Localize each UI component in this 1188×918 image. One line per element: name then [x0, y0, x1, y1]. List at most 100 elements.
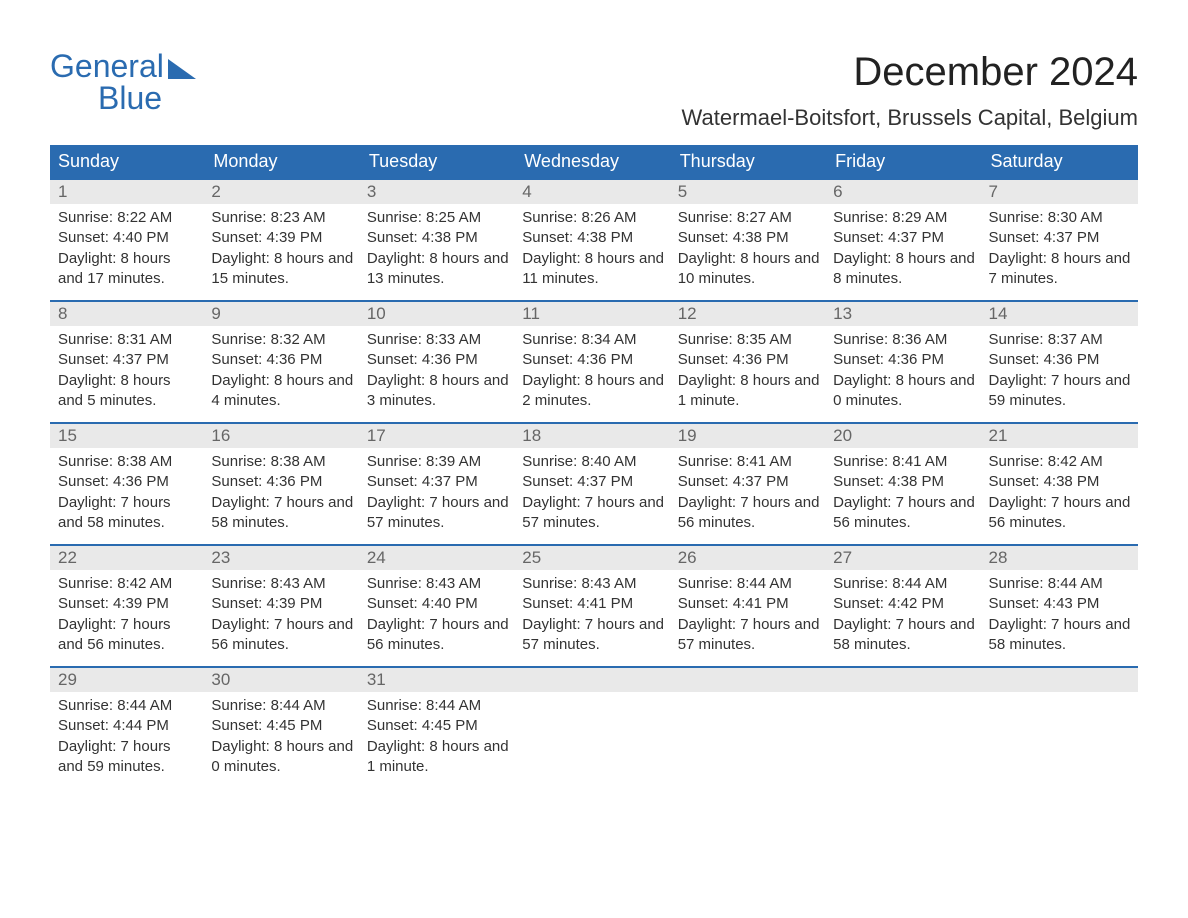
brand-line1: General	[50, 50, 164, 82]
day-number: 14	[983, 302, 1138, 326]
day-number: 23	[205, 546, 360, 570]
sunrise-line: Sunrise: 8:35 AM	[678, 330, 821, 350]
calendar-cell: 24Sunrise: 8:43 AMSunset: 4:40 PMDayligh…	[361, 545, 516, 667]
day-body: Sunrise: 8:38 AMSunset: 4:36 PMDaylight:…	[50, 448, 205, 539]
weekday-header: Sunday	[50, 145, 205, 179]
sunrise-line: Sunrise: 8:43 AM	[211, 574, 354, 594]
day-body: Sunrise: 8:39 AMSunset: 4:37 PMDaylight:…	[361, 448, 516, 539]
sunset-line: Sunset: 4:38 PM	[522, 228, 665, 248]
calendar-cell: 28Sunrise: 8:44 AMSunset: 4:43 PMDayligh…	[983, 545, 1138, 667]
day-body: Sunrise: 8:37 AMSunset: 4:36 PMDaylight:…	[983, 326, 1138, 417]
sunrise-line: Sunrise: 8:44 AM	[678, 574, 821, 594]
sunrise-line: Sunrise: 8:39 AM	[367, 452, 510, 472]
day-number: 31	[361, 668, 516, 692]
brand-line2: Blue	[98, 82, 196, 114]
day-body: Sunrise: 8:22 AMSunset: 4:40 PMDaylight:…	[50, 204, 205, 295]
calendar-cell: 4Sunrise: 8:26 AMSunset: 4:38 PMDaylight…	[516, 179, 671, 301]
day-body: Sunrise: 8:27 AMSunset: 4:38 PMDaylight:…	[672, 204, 827, 295]
day-body: Sunrise: 8:43 AMSunset: 4:41 PMDaylight:…	[516, 570, 671, 661]
weekday-header: Saturday	[983, 145, 1138, 179]
sunset-line: Sunset: 4:40 PM	[58, 228, 199, 248]
calendar-cell: 29Sunrise: 8:44 AMSunset: 4:44 PMDayligh…	[50, 667, 205, 789]
day-number	[827, 668, 982, 692]
calendar-cell: 30Sunrise: 8:44 AMSunset: 4:45 PMDayligh…	[205, 667, 360, 789]
day-number: 3	[361, 180, 516, 204]
day-number	[672, 668, 827, 692]
sunset-line: Sunset: 4:38 PM	[678, 228, 821, 248]
day-body: Sunrise: 8:30 AMSunset: 4:37 PMDaylight:…	[983, 204, 1138, 295]
calendar-cell: 11Sunrise: 8:34 AMSunset: 4:36 PMDayligh…	[516, 301, 671, 423]
day-body: Sunrise: 8:40 AMSunset: 4:37 PMDaylight:…	[516, 448, 671, 539]
sunset-line: Sunset: 4:43 PM	[989, 594, 1132, 614]
daylight-line: Daylight: 7 hours and 56 minutes.	[58, 615, 199, 656]
sunset-line: Sunset: 4:36 PM	[522, 350, 665, 370]
sunset-line: Sunset: 4:36 PM	[367, 350, 510, 370]
day-number: 10	[361, 302, 516, 326]
day-number: 4	[516, 180, 671, 204]
calendar-table: SundayMondayTuesdayWednesdayThursdayFrid…	[50, 145, 1138, 789]
sunrise-line: Sunrise: 8:29 AM	[833, 208, 976, 228]
sunset-line: Sunset: 4:37 PM	[58, 350, 199, 370]
daylight-line: Daylight: 7 hours and 57 minutes.	[367, 493, 510, 534]
day-number: 1	[50, 180, 205, 204]
sunrise-line: Sunrise: 8:26 AM	[522, 208, 665, 228]
day-body: Sunrise: 8:29 AMSunset: 4:37 PMDaylight:…	[827, 204, 982, 295]
day-body: Sunrise: 8:44 AMSunset: 4:42 PMDaylight:…	[827, 570, 982, 661]
sunrise-line: Sunrise: 8:33 AM	[367, 330, 510, 350]
sunrise-line: Sunrise: 8:22 AM	[58, 208, 199, 228]
day-body: Sunrise: 8:44 AMSunset: 4:45 PMDaylight:…	[205, 692, 360, 783]
sunset-line: Sunset: 4:36 PM	[211, 472, 354, 492]
location-subtitle: Watermael-Boitsfort, Brussels Capital, B…	[682, 105, 1138, 131]
day-body: Sunrise: 8:41 AMSunset: 4:37 PMDaylight:…	[672, 448, 827, 539]
brand-triangle-icon	[168, 59, 196, 79]
day-number: 22	[50, 546, 205, 570]
day-number: 7	[983, 180, 1138, 204]
calendar-cell: 1Sunrise: 8:22 AMSunset: 4:40 PMDaylight…	[50, 179, 205, 301]
sunrise-line: Sunrise: 8:42 AM	[58, 574, 199, 594]
calendar-cell	[516, 667, 671, 789]
sunrise-line: Sunrise: 8:42 AM	[989, 452, 1132, 472]
daylight-line: Daylight: 8 hours and 8 minutes.	[833, 249, 976, 290]
day-body: Sunrise: 8:44 AMSunset: 4:44 PMDaylight:…	[50, 692, 205, 783]
sunrise-line: Sunrise: 8:37 AM	[989, 330, 1132, 350]
sunrise-line: Sunrise: 8:44 AM	[58, 696, 199, 716]
day-body: Sunrise: 8:34 AMSunset: 4:36 PMDaylight:…	[516, 326, 671, 417]
daylight-line: Daylight: 8 hours and 10 minutes.	[678, 249, 821, 290]
sunset-line: Sunset: 4:38 PM	[367, 228, 510, 248]
day-body: Sunrise: 8:43 AMSunset: 4:40 PMDaylight:…	[361, 570, 516, 661]
sunrise-line: Sunrise: 8:25 AM	[367, 208, 510, 228]
sunset-line: Sunset: 4:38 PM	[989, 472, 1132, 492]
sunset-line: Sunset: 4:36 PM	[678, 350, 821, 370]
calendar-cell: 10Sunrise: 8:33 AMSunset: 4:36 PMDayligh…	[361, 301, 516, 423]
sunset-line: Sunset: 4:41 PM	[522, 594, 665, 614]
sunrise-line: Sunrise: 8:43 AM	[367, 574, 510, 594]
sunset-line: Sunset: 4:44 PM	[58, 716, 199, 736]
page-header: General Blue December 2024 Watermael-Boi…	[50, 50, 1138, 131]
day-number: 25	[516, 546, 671, 570]
calendar-cell: 15Sunrise: 8:38 AMSunset: 4:36 PMDayligh…	[50, 423, 205, 545]
sunset-line: Sunset: 4:37 PM	[522, 472, 665, 492]
sunrise-line: Sunrise: 8:30 AM	[989, 208, 1132, 228]
calendar-header-row: SundayMondayTuesdayWednesdayThursdayFrid…	[50, 145, 1138, 179]
daylight-line: Daylight: 8 hours and 15 minutes.	[211, 249, 354, 290]
daylight-line: Daylight: 7 hours and 56 minutes.	[833, 493, 976, 534]
day-body: Sunrise: 8:31 AMSunset: 4:37 PMDaylight:…	[50, 326, 205, 417]
day-body: Sunrise: 8:44 AMSunset: 4:41 PMDaylight:…	[672, 570, 827, 661]
sunset-line: Sunset: 4:45 PM	[211, 716, 354, 736]
daylight-line: Daylight: 8 hours and 1 minute.	[367, 737, 510, 778]
calendar-cell: 25Sunrise: 8:43 AMSunset: 4:41 PMDayligh…	[516, 545, 671, 667]
sunset-line: Sunset: 4:37 PM	[367, 472, 510, 492]
calendar-cell: 27Sunrise: 8:44 AMSunset: 4:42 PMDayligh…	[827, 545, 982, 667]
brand-logo: General Blue	[50, 50, 196, 114]
day-body: Sunrise: 8:23 AMSunset: 4:39 PMDaylight:…	[205, 204, 360, 295]
day-number: 11	[516, 302, 671, 326]
weekday-header: Monday	[205, 145, 360, 179]
daylight-line: Daylight: 7 hours and 59 minutes.	[58, 737, 199, 778]
weekday-header: Friday	[827, 145, 982, 179]
day-body: Sunrise: 8:44 AMSunset: 4:43 PMDaylight:…	[983, 570, 1138, 661]
day-number: 20	[827, 424, 982, 448]
day-body: Sunrise: 8:41 AMSunset: 4:38 PMDaylight:…	[827, 448, 982, 539]
calendar-cell: 9Sunrise: 8:32 AMSunset: 4:36 PMDaylight…	[205, 301, 360, 423]
calendar-cell	[672, 667, 827, 789]
day-number: 30	[205, 668, 360, 692]
